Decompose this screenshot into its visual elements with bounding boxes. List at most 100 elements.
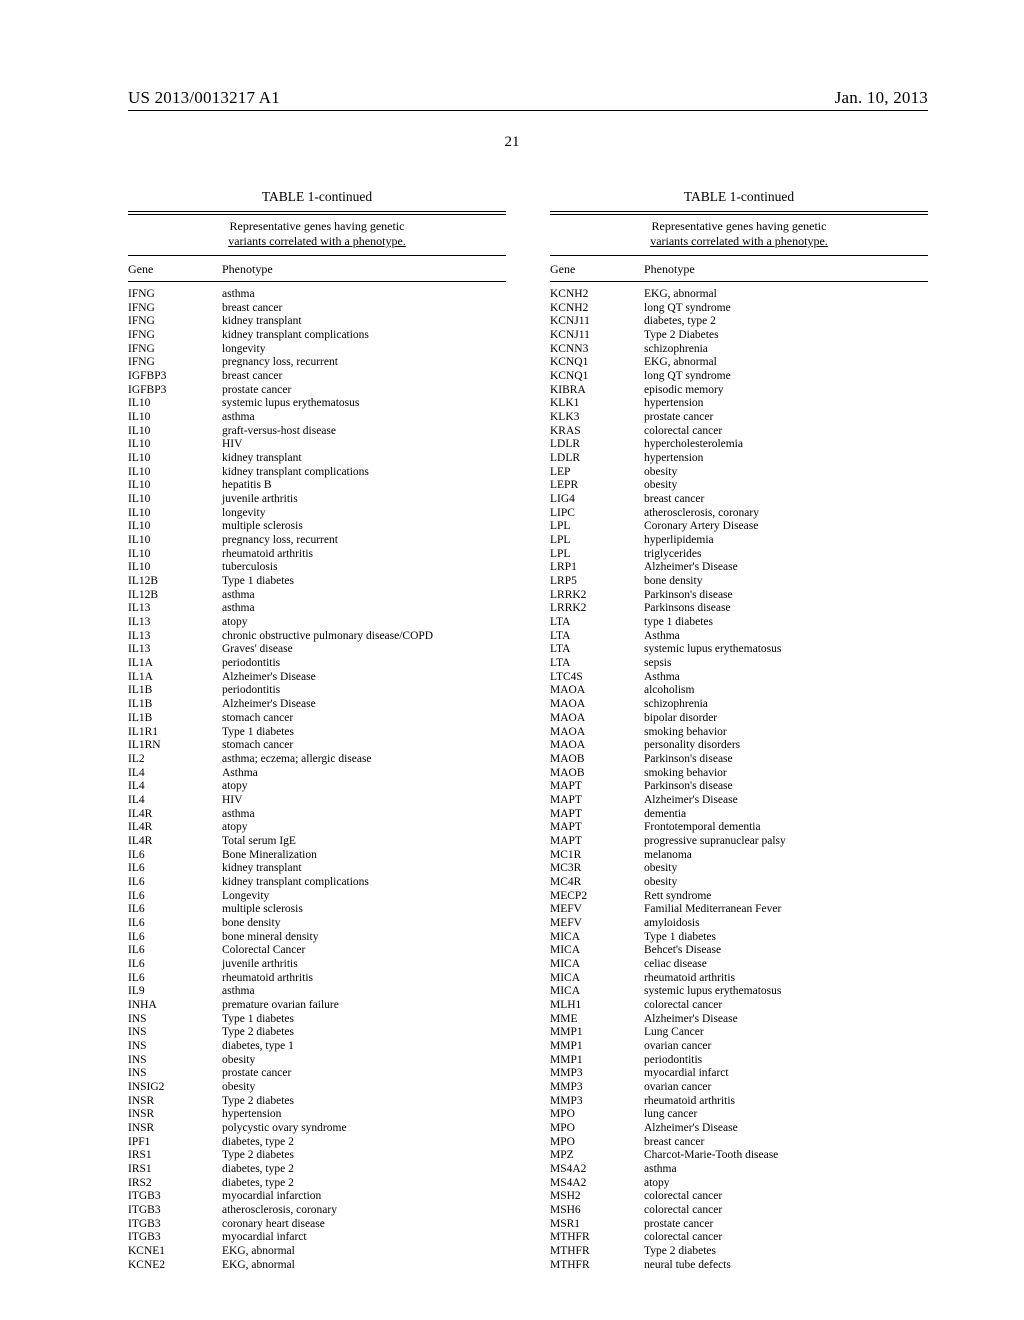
table-header-row: Gene Phenotype (128, 256, 506, 282)
gene-cell: MTHFR (550, 1259, 644, 1273)
gene-cell: KIBRA (550, 384, 644, 398)
phenotype-cell: EKG, abnormal (222, 1259, 506, 1273)
phenotype-cell: obesity (222, 1054, 506, 1068)
phenotype-cell: progressive supranuclear palsy (644, 835, 928, 849)
table-row: IFNGkidney transplant complications (128, 329, 506, 343)
table-row: MAOAalcoholism (550, 684, 928, 698)
gene-cell: IRS1 (128, 1163, 222, 1177)
phenotype-cell: tuberculosis (222, 561, 506, 575)
phenotype-cell: Type 1 diabetes (222, 726, 506, 740)
table-row: INSdiabetes, type 1 (128, 1040, 506, 1054)
phenotype-cell: graft-versus-host disease (222, 425, 506, 439)
phenotype-cell: prostate cancer (222, 384, 506, 398)
table-row: MAPTParkinson's disease (550, 780, 928, 794)
gene-cell: MICA (550, 931, 644, 945)
table-row: MMP3myocardial infarct (550, 1067, 928, 1081)
phenotype-cell: Familial Mediterranean Fever (644, 903, 928, 917)
table-row: INSobesity (128, 1054, 506, 1068)
gene-cell: IL10 (128, 479, 222, 493)
phenotype-cell: Type 2 diabetes (222, 1149, 506, 1163)
gene-cell: MICA (550, 958, 644, 972)
gene-cell: MLH1 (550, 999, 644, 1013)
page: US 2013/0013217 A1 Jan. 10, 2013 21 TABL… (0, 0, 1024, 1320)
table-row: IL10kidney transplant complications (128, 466, 506, 480)
gene-cell: IFNG (128, 343, 222, 357)
table-row: KCNH2long QT syndrome (550, 302, 928, 316)
table-row: IL10HIV (128, 438, 506, 452)
left-column: TABLE 1-continued Representative genes h… (128, 189, 506, 1272)
gene-cell: INS (128, 1067, 222, 1081)
phenotype-cell: Asthma (222, 767, 506, 781)
phenotype-cell: episodic memory (644, 384, 928, 398)
table-caption: Representative genes having genetic vari… (128, 214, 506, 255)
phenotype-cell: personality disorders (644, 739, 928, 753)
phenotype-cell: longevity (222, 507, 506, 521)
phenotype-cell: atopy (644, 1177, 928, 1191)
table-row: LPLhyperlipidemia (550, 534, 928, 548)
gene-cell: MMP1 (550, 1040, 644, 1054)
phenotype-cell: asthma (222, 602, 506, 616)
gene-cell: MTHFR (550, 1231, 644, 1245)
phenotype-cell: asthma; eczema; allergic disease (222, 753, 506, 767)
phenotype-cell: Frontotemporal dementia (644, 821, 928, 835)
table-row: LRP1Alzheimer's Disease (550, 561, 928, 575)
col-header-phenotype: Phenotype (222, 262, 506, 277)
phenotype-cell: rheumatoid arthritis (644, 1095, 928, 1109)
phenotype-cell: Alzheimer's Disease (222, 698, 506, 712)
gene-cell: IL10 (128, 507, 222, 521)
table-row: INHApremature ovarian failure (128, 999, 506, 1013)
phenotype-cell: coronary heart disease (222, 1218, 506, 1232)
phenotype-cell: hyperlipidemia (644, 534, 928, 548)
table-row: IL6bone density (128, 917, 506, 931)
phenotype-cell: periodontitis (222, 657, 506, 671)
phenotype-cell: breast cancer (222, 302, 506, 316)
gene-cell: IL4R (128, 821, 222, 835)
table-row: MPOAlzheimer's Disease (550, 1122, 928, 1136)
gene-cell: IL13 (128, 643, 222, 657)
phenotype-cell: lung cancer (644, 1108, 928, 1122)
table-row: MAOApersonality disorders (550, 739, 928, 753)
gene-cell: MICA (550, 985, 644, 999)
gene-cell: IL10 (128, 534, 222, 548)
table-row: LEPRobesity (550, 479, 928, 493)
table-row: LTC4SAsthma (550, 671, 928, 685)
table-body-left: IFNGasthmaIFNGbreast cancerIFNGkidney tr… (128, 282, 506, 1272)
page-number: 21 (0, 134, 1024, 151)
phenotype-cell: ovarian cancer (644, 1081, 928, 1095)
phenotype-cell: kidney transplant (222, 862, 506, 876)
table-row: IFNGlongevity (128, 343, 506, 357)
table-row: IL4RTotal serum IgE (128, 835, 506, 849)
table-row: MECP2Rett syndrome (550, 890, 928, 904)
table-row: IL6kidney transplant (128, 862, 506, 876)
table-row: LIPCatherosclerosis, coronary (550, 507, 928, 521)
table-row: MEFVFamilial Mediterranean Fever (550, 903, 928, 917)
table-row: INSprostate cancer (128, 1067, 506, 1081)
table-caption-box: Representative genes having genetic vari… (550, 211, 928, 256)
phenotype-cell: celiac disease (644, 958, 928, 972)
gene-cell: KCNN3 (550, 343, 644, 357)
phenotype-cell: HIV (222, 794, 506, 808)
gene-cell: INS (128, 1026, 222, 1040)
table-row: MC3Robesity (550, 862, 928, 876)
phenotype-cell: alcoholism (644, 684, 928, 698)
table-row: LPLCoronary Artery Disease (550, 520, 928, 534)
table-row: IL12Basthma (128, 589, 506, 603)
table-row: IL6rheumatoid arthritis (128, 972, 506, 986)
phenotype-cell: rheumatoid arthritis (644, 972, 928, 986)
gene-cell: MAOA (550, 698, 644, 712)
phenotype-cell: EKG, abnormal (644, 288, 928, 302)
gene-cell: IGFBP3 (128, 370, 222, 384)
table-row: KCNH2EKG, abnormal (550, 288, 928, 302)
table-row: IGFBP3breast cancer (128, 370, 506, 384)
phenotype-cell: myocardial infarct (222, 1231, 506, 1245)
caption-line-2: variants correlated with a phenotype. (228, 234, 406, 248)
gene-cell: LEP (550, 466, 644, 480)
gene-cell: KCNJ11 (550, 315, 644, 329)
gene-cell: IRS1 (128, 1149, 222, 1163)
gene-cell: MAOA (550, 712, 644, 726)
col-header-gene: Gene (550, 262, 644, 277)
phenotype-cell: Coronary Artery Disease (644, 520, 928, 534)
table-row: MAOAschizophrenia (550, 698, 928, 712)
table-row: IL10graft-versus-host disease (128, 425, 506, 439)
phenotype-cell: periodontitis (222, 684, 506, 698)
